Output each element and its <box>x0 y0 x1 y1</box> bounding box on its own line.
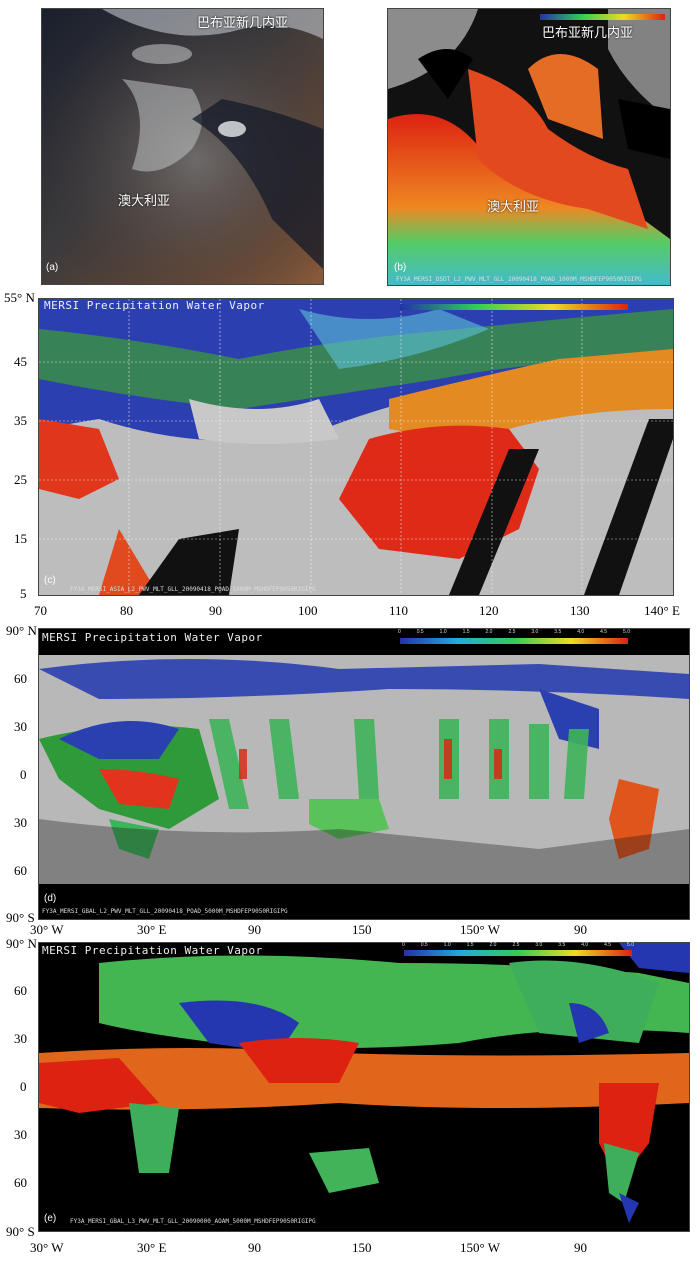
d-cbtick: 2.0 <box>485 629 493 635</box>
panel-d-filename: FY3A_MERSI_GBAL_L2_PWV_MLT_GLL_20090418_… <box>42 908 288 915</box>
panel-e-colorbar <box>404 950 632 956</box>
papua-new-guinea-label-b: 巴布亚新几内亚 <box>542 26 634 41</box>
c-xtick-130: 130 <box>570 603 590 618</box>
e-xtick-90: 90 <box>248 1240 261 1255</box>
panel-d-product-title: MERSI Precipitation Water Vapor <box>42 631 263 644</box>
d-xtick-150w: 150° W <box>460 922 500 937</box>
c-ytick-55n: 55° N <box>4 290 35 305</box>
d-cbtick: 0.5 <box>416 629 424 635</box>
c-ytick-5: 5 <box>20 586 27 601</box>
e-cbtick: 1.0 <box>443 942 451 948</box>
panel-c-label: (c) <box>44 575 56 586</box>
c-ytick-15: 15 <box>14 531 27 546</box>
d-ytick-60: 60 <box>14 671 27 686</box>
e-cbtick: 0 <box>402 942 405 948</box>
d-cbtick: 4.0 <box>577 629 585 635</box>
e-xtick-150: 150 <box>352 1240 372 1255</box>
c-xtick-100: 100 <box>298 603 318 618</box>
c-xtick-120: 120 <box>479 603 499 618</box>
c-ytick-45: 45 <box>14 354 27 369</box>
panel-e-product-title: MERSI Precipitation Water Vapor <box>42 944 263 957</box>
e-ytick-60: 60 <box>14 983 27 998</box>
d-cbtick: 5.0 <box>623 629 630 635</box>
panel-e-global-monthly-pwv-map <box>38 942 690 1232</box>
c-xtick-90: 90 <box>209 603 222 618</box>
c-xtick-70: 70 <box>34 603 47 618</box>
c-xtick-110: 110 <box>389 603 409 618</box>
d-ytick-90n: 90° N <box>6 623 37 638</box>
e-ytick-90n: 90° N <box>6 936 37 951</box>
e-cbtick: 5.0 <box>627 942 634 948</box>
panel-a-label: (a) <box>46 262 59 273</box>
panel-c-colorbar <box>400 304 628 310</box>
d-ytick-90s: 90° S <box>6 910 35 925</box>
e-cbtick: 3.0 <box>535 942 543 948</box>
e-ytick-30: 30 <box>14 1031 27 1046</box>
d-xtick-30w: 30° W <box>30 922 64 937</box>
e-xtick-90w: 90 <box>574 1240 587 1255</box>
d-cbtick: 4.5 <box>600 629 608 635</box>
panel-c-asia-pwv-map <box>38 298 674 596</box>
australia-label-b: 澳大利亚 <box>487 200 540 215</box>
e-cbtick: 2.0 <box>489 942 497 948</box>
e-xtick-150w: 150° W <box>460 1240 500 1255</box>
d-xtick-90w: 90 <box>574 922 587 937</box>
e-ytick-60s: 60 <box>14 1175 27 1190</box>
e-ytick-0: 0 <box>20 1079 27 1094</box>
e-ytick-90s: 90° S <box>6 1224 35 1239</box>
c-ytick-25: 25 <box>14 472 27 487</box>
panel-b-colorbar <box>540 14 665 20</box>
e-ytick-30s: 30 <box>14 1127 27 1142</box>
e-cbtick: 3.5 <box>558 942 566 948</box>
d-cbtick: 3.5 <box>554 629 562 635</box>
d-ytick-30: 30 <box>14 719 27 734</box>
panel-d-colorbar <box>400 638 628 644</box>
d-xtick-30e: 30° E <box>137 922 167 937</box>
d-xtick-90: 90 <box>248 922 261 937</box>
panel-a-truecolor-image <box>41 8 324 285</box>
papua-new-guinea-label-a: 巴布亚新几内亚 <box>197 16 289 31</box>
panel-c-filename: FY3A_MERSI_ASIA_L2_PWV_MLT_GLL_20090418_… <box>70 586 316 593</box>
d-ytick-0: 0 <box>20 767 27 782</box>
e-cbtick: 1.5 <box>466 942 474 948</box>
panel-d-label: (d) <box>44 893 57 904</box>
panel-e-label: (e) <box>44 1213 57 1224</box>
c-xtick-80: 80 <box>120 603 133 618</box>
d-cbtick: 0 <box>398 629 401 635</box>
panel-b-filename: FY3A_MERSI_DSDT_L2_PWV_MLT_GLL_20090418_… <box>396 276 642 283</box>
panel-b-label: (b) <box>394 262 407 273</box>
e-cbtick: 4.0 <box>581 942 589 948</box>
d-cbtick: 1.5 <box>462 629 470 635</box>
panel-c-product-title: MERSI Precipitation Water Vapor <box>44 299 265 312</box>
panel-e-filename: FY3A_MERSI_GBAL_L3_PWV_MLT_GLL_20090000_… <box>70 1218 316 1225</box>
d-cbtick: 3.0 <box>531 629 539 635</box>
panel-d-global-daily-pwv-map <box>38 628 690 920</box>
d-cbtick: 1.0 <box>439 629 447 635</box>
panel-d-colorbar-ticks: 0 0.5 1.0 1.5 2.0 2.5 3.0 3.5 4.0 4.5 5.… <box>398 629 630 635</box>
d-cbtick: 2.5 <box>508 629 516 635</box>
australia-label-a: 澳大利亚 <box>118 194 171 209</box>
panel-e-colorbar-ticks: 0 0.5 1.0 1.5 2.0 2.5 3.0 3.5 4.0 4.5 5.… <box>402 942 634 948</box>
c-xtick-140e: 140° E <box>644 603 680 618</box>
e-cbtick: 4.5 <box>604 942 612 948</box>
d-ytick-60s: 60 <box>14 863 27 878</box>
e-cbtick: 2.5 <box>512 942 520 948</box>
e-xtick-30w: 30° W <box>30 1240 64 1255</box>
panel-b-pwv-image <box>387 8 671 286</box>
d-xtick-150: 150 <box>352 922 372 937</box>
c-ytick-35: 35 <box>14 413 27 428</box>
d-ytick-30s: 30 <box>14 815 27 830</box>
e-xtick-30e: 30° E <box>137 1240 167 1255</box>
e-cbtick: 0.5 <box>420 942 428 948</box>
